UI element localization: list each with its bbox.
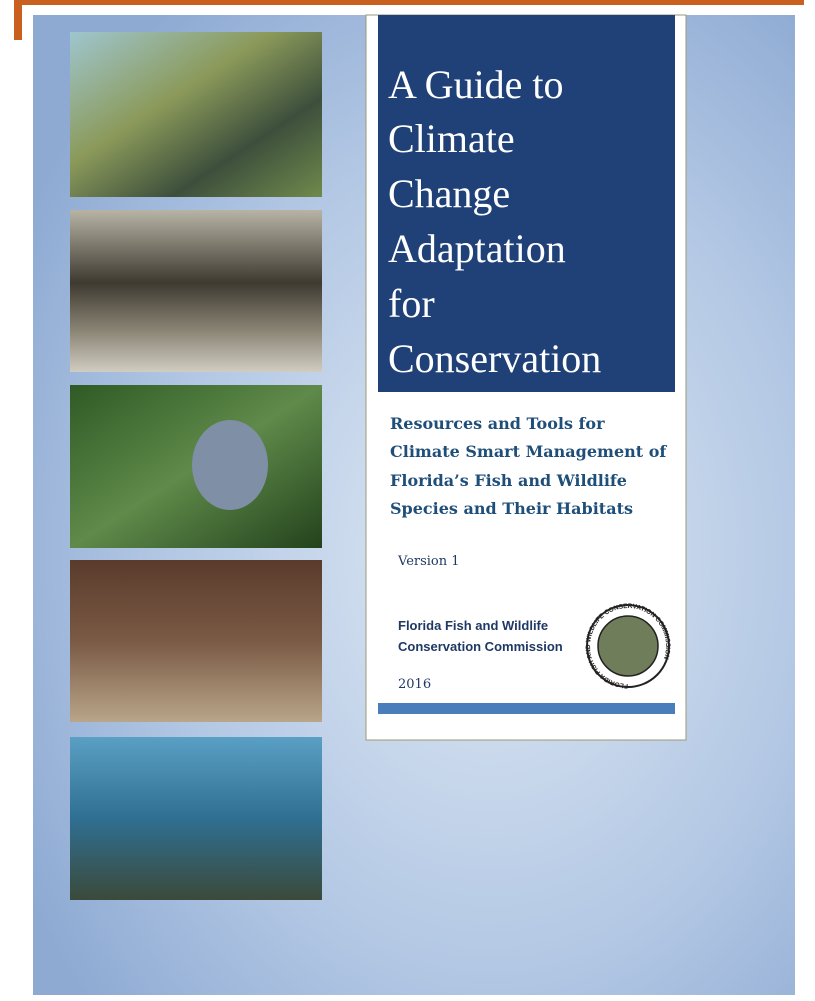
subtitle-line: Climate Smart Management of <box>390 442 667 461</box>
cover-page: A Guide to Climate Change Adaptation for… <box>0 0 815 1001</box>
title-line: Conservation <box>388 336 601 381</box>
photo-mouse <box>70 210 322 372</box>
title-line: for <box>388 281 435 326</box>
footer-bar <box>378 703 675 714</box>
organization-line: Conservation Commission <box>398 639 563 654</box>
seal-center <box>598 616 658 676</box>
version: Version 1 <box>397 554 460 569</box>
subtitle-line: Florida’s Fish and Wildlife <box>390 471 627 490</box>
photo-reef <box>70 737 322 900</box>
photo-eel <box>70 560 322 722</box>
title-line: Adaptation <box>388 226 566 271</box>
organization-line: Florida Fish and Wildlife <box>398 618 548 633</box>
photo-aerial <box>70 32 322 197</box>
bird-shape <box>192 420 268 510</box>
title-line: Change <box>388 171 510 216</box>
title-line: A Guide to <box>388 62 564 107</box>
year: 2016 <box>398 677 431 692</box>
title-line: Climate <box>388 116 515 161</box>
page: A Guide to Climate Change Adaptation for… <box>0 0 815 1001</box>
subtitle-line: Resources and Tools for <box>390 414 605 433</box>
subtitle-line: Species and Their Habitats <box>390 499 633 518</box>
